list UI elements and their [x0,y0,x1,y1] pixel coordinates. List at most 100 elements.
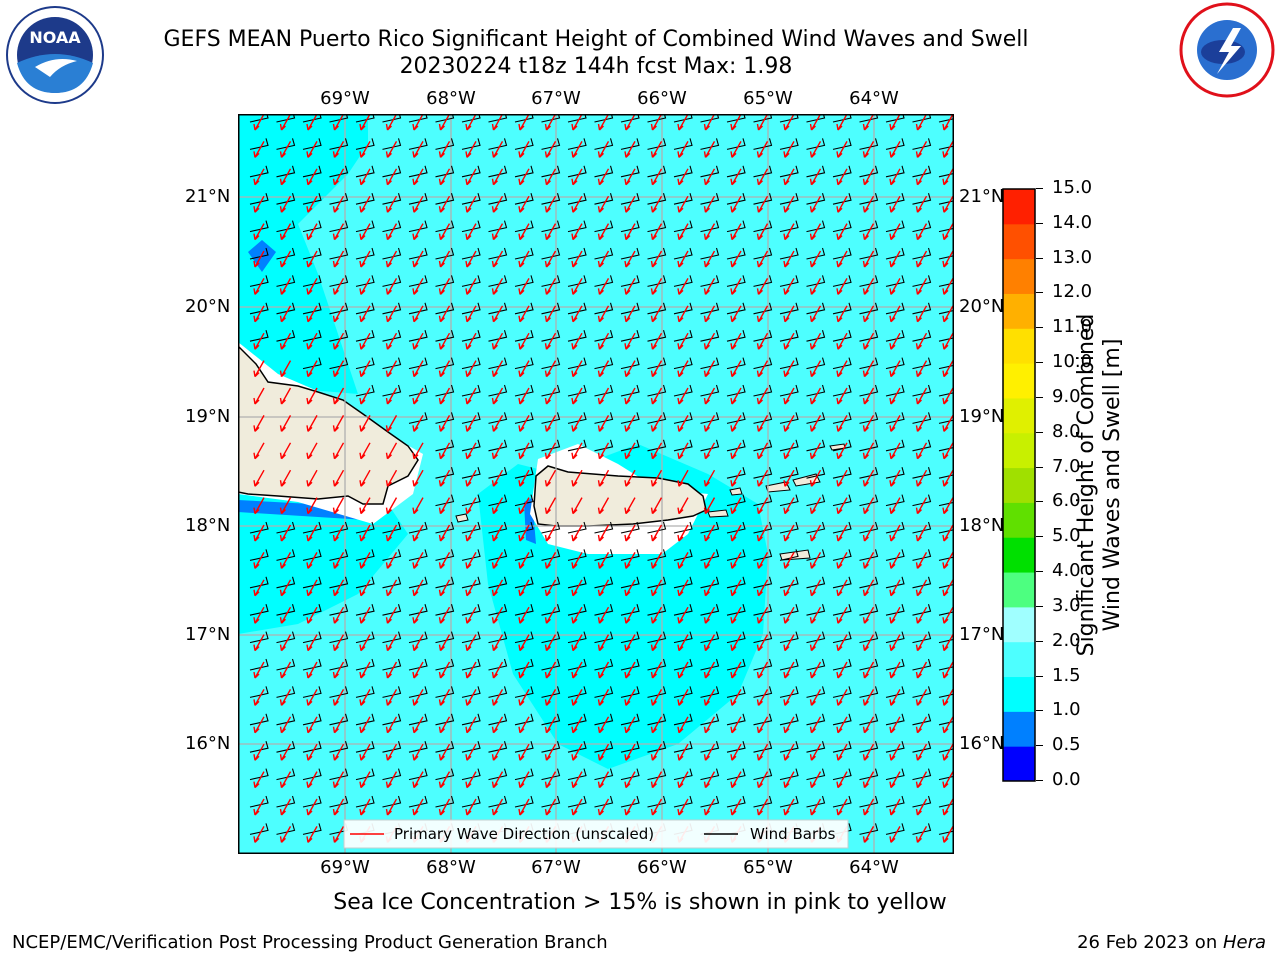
wind-barb [435,658,455,671]
wave-direction-arrow [306,579,318,597]
wind-barb [594,631,614,644]
wave-direction-arrow [915,579,928,597]
wave-direction-arrow [624,689,636,706]
wave-direction-arrow [306,497,318,515]
wave-direction-arrow [862,442,875,460]
wave-direction-arrow [306,332,318,350]
wave-direction-arrow [624,114,636,131]
wind-barb [885,521,905,534]
wind-barb [753,439,773,452]
wind-barb [408,275,428,287]
wind-barb [249,521,269,534]
wave-direction-arrow [703,387,716,405]
wave-direction-arrow [703,771,716,789]
wave-direction-arrow [730,168,742,186]
wind-barb [647,521,667,534]
wave-direction-arrow [677,606,689,624]
wind-barb [885,247,905,260]
wind-barb [912,467,932,479]
wave-direction-arrow [650,332,663,350]
lon-label-top-66w: 66°W [637,88,687,109]
wave-direction-arrow [783,360,795,378]
wave-direction-arrow [703,524,716,542]
wind-barb [673,768,693,781]
wave-direction-arrow [915,305,928,323]
wind-barb [408,741,428,753]
wave-direction-arrow [385,661,398,679]
wind-barb [408,658,428,671]
wind-barb [620,795,640,808]
wave-direction-arrow [279,223,292,241]
wave-direction-arrow [756,415,769,432]
wave-direction-arrow [650,524,663,542]
wave-direction-arrow [624,634,636,652]
wave-direction-arrow [624,442,636,460]
wind-barb [647,604,667,616]
wind-barb [673,138,693,150]
wave-direction-arrow [783,332,795,350]
wave-direction-arrow [465,223,477,241]
wind-barb [249,604,269,616]
wind-barb [832,467,852,479]
wave-direction-arrow [862,195,875,213]
wave-direction-arrow [862,114,875,131]
wind-barb [753,713,773,726]
lat-label-right-17n: 17°N [959,624,1005,645]
wind-barb [461,439,481,452]
wave-direction-arrow [332,278,345,295]
wind-barb [938,611,954,616]
wind-barb [938,830,954,835]
wind-barb [329,686,349,698]
wave-direction-arrow [677,743,689,761]
nws-logo-icon [1175,0,1275,100]
wave-direction-arrow [836,716,848,734]
wave-direction-arrow [597,689,610,706]
wind-barb [302,247,322,260]
wind-barb [779,549,799,561]
wind-barb [382,713,402,726]
wind-barb [276,576,296,589]
wind-barb [885,302,905,315]
wave-direction-arrow [915,250,928,268]
wind-barb [249,631,269,644]
wind-barb [329,193,349,205]
wind-barb [620,658,640,671]
wind-barb [461,220,481,233]
wave-direction-arrow [862,606,875,624]
wind-barb [461,658,481,671]
wind-barb [832,768,852,781]
wind-barb [567,412,587,424]
wave-direction-arrow [571,552,583,569]
wave-direction-arrow [544,798,557,816]
wind-barb [938,337,954,342]
wave-direction-arrow [942,387,954,405]
wave-band-low-southwest [238,494,408,634]
wave-direction-arrow [332,332,345,350]
wind-barb [461,165,481,178]
wave-direction-arrow [465,743,477,761]
wave-direction-arrow [942,798,954,816]
wave-direction-arrow [783,798,795,816]
wind-barb [779,384,799,397]
wind-barb [329,631,349,644]
wave-direction-arrow [544,387,557,405]
wave-direction-arrow [730,223,742,241]
wave-direction-arrow [597,415,610,432]
wave-direction-arrow [677,579,689,597]
wind-barb [647,302,667,315]
wind-barb [700,604,720,616]
wave-direction-arrow [862,387,875,405]
wind-barb [382,741,402,753]
wave-direction-arrow [624,223,636,241]
wave-direction-arrow [359,141,371,158]
wave-direction-arrow [306,826,318,843]
wave-direction-arrow [571,387,583,405]
wave-direction-arrow [253,114,265,131]
wind-barb [541,795,561,808]
wind-barb [779,275,799,287]
wind-barb [594,795,614,808]
wave-direction-arrow [438,305,451,323]
wave-direction-arrow [359,524,371,542]
wave-direction-arrow [518,114,530,131]
wave-direction-arrow [650,223,663,241]
